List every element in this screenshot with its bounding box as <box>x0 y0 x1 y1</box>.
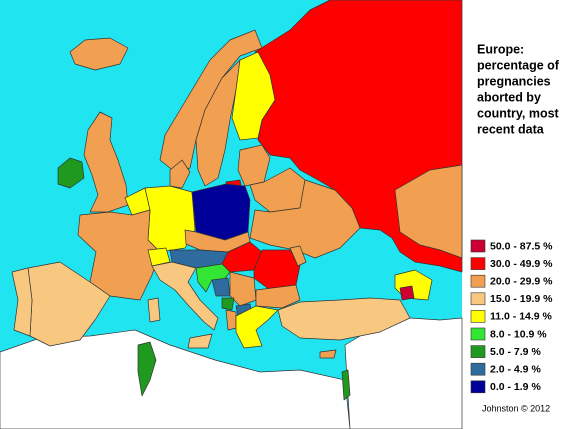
title-line: country, most <box>477 106 560 120</box>
legend-swatch <box>470 274 486 288</box>
country <box>77 209 161 301</box>
country <box>147 247 171 267</box>
legend-label: 8.0 - 10.9 % <box>490 328 547 340</box>
title-line: recent data <box>477 122 545 136</box>
legend-swatch <box>470 327 486 341</box>
country <box>69 37 129 71</box>
country <box>249 179 361 259</box>
legend-swatch <box>470 362 486 376</box>
country <box>187 333 213 349</box>
legend-label: 20.0 - 29.9 % <box>490 275 553 287</box>
country <box>191 183 251 241</box>
country <box>235 305 279 349</box>
country <box>277 297 411 341</box>
country <box>169 159 191 189</box>
legend-swatch <box>470 257 486 270</box>
country <box>221 297 235 311</box>
country <box>319 349 337 359</box>
country <box>137 341 157 397</box>
country <box>289 245 307 267</box>
legend-swatch <box>470 292 486 306</box>
country <box>231 51 276 141</box>
country <box>255 284 301 309</box>
country <box>341 369 351 401</box>
legend-swatch <box>470 310 486 323</box>
legend-swatch <box>470 239 486 253</box>
credit: Johnston © 2012 <box>482 403 550 413</box>
legend-label: 30.0 - 49.9 % <box>490 258 553 270</box>
country <box>11 267 33 337</box>
country <box>229 271 257 307</box>
legend-label: 2.0 - 4.9 % <box>490 363 541 375</box>
country <box>394 164 463 259</box>
title-line: aborted by <box>477 90 541 104</box>
country <box>159 29 263 173</box>
legend-label: 5.0 - 7.9 % <box>490 346 541 358</box>
country <box>399 285 415 301</box>
legend: 50.0 - 87.5 % 30.0 - 49.9 % 20.0 - 29.9 % 1… <box>470 239 553 394</box>
title: Europe: percentage of pregnancies aborted b… <box>477 42 560 136</box>
country <box>195 59 241 187</box>
country <box>225 309 237 331</box>
title-line: pregnancies <box>477 74 551 88</box>
countries <box>0 0 463 429</box>
country <box>57 157 85 189</box>
legend-label: 15.0 - 19.9 % <box>490 293 553 305</box>
title-line: percentage of <box>477 58 560 72</box>
legend-label: 11.0 - 14.9 % <box>490 311 553 323</box>
country <box>151 261 219 331</box>
legend-swatch <box>470 380 486 394</box>
legend-swatch <box>470 345 486 358</box>
country <box>147 297 161 323</box>
title-line: Europe: <box>477 42 524 56</box>
legend-label: 0.0 - 1.9 % <box>490 381 541 393</box>
legend-label: 50.0 - 87.5 % <box>490 240 553 252</box>
